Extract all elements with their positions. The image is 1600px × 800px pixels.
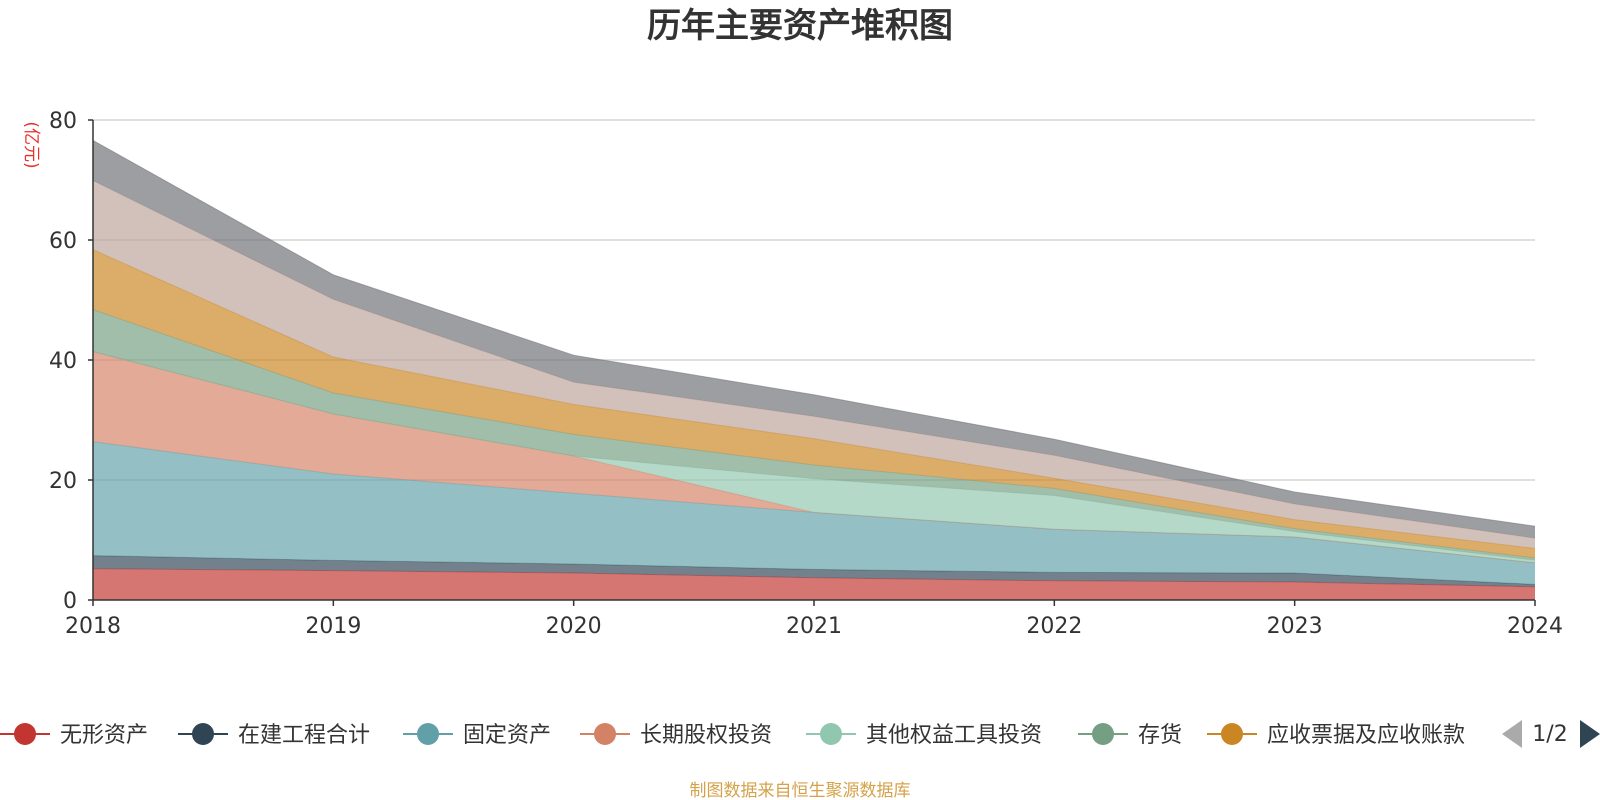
x-tick-label: 2023 <box>1267 614 1323 639</box>
x-tick-label: 2019 <box>305 614 361 639</box>
area-series-3 <box>93 351 1535 563</box>
x-tick-label: 2021 <box>786 614 842 639</box>
y-tick-label: 60 <box>49 229 77 254</box>
area-series-2 <box>93 441 1535 585</box>
x-tick-label: 2022 <box>1026 614 1082 639</box>
legend-label: 应收票据及应收账款 <box>1267 723 1465 748</box>
chart-title: 历年主要资产堆积图 <box>647 6 953 46</box>
legend-item[interactable]: 其他权益工具投资 <box>806 723 1042 748</box>
area-series-1 <box>93 555 1535 587</box>
legend-item[interactable]: 长期股权投资 <box>580 723 772 748</box>
legend-circle-icon <box>417 723 439 745</box>
area-series-7 <box>93 180 1535 549</box>
legend-item[interactable]: 无形资产 <box>0 723 148 748</box>
y-tick-label: 0 <box>63 589 77 614</box>
x-tick-label: 2018 <box>65 614 121 639</box>
axes: 0 20 40 60 80 2018 2019 2020 2021 2022 2023 2024 <box>49 109 1563 639</box>
x-tick-label: 2020 <box>546 614 602 639</box>
y-tick-label: 20 <box>49 469 77 494</box>
legend-circle-icon <box>594 723 616 745</box>
x-tick-label: 2024 <box>1507 614 1563 639</box>
legend: 无形资产 在建工程合计 固定资产 长期股权投资 其他权益工具投资 存货 应收票据及应收账款 <box>0 723 1465 748</box>
legend-item[interactable]: 应收票据及应收账款 <box>1207 723 1465 748</box>
y-tick-label: 40 <box>49 349 77 374</box>
area-series-0 <box>93 568 1535 600</box>
legend-label: 固定资产 <box>463 723 551 748</box>
triangle-right-icon[interactable] <box>1580 720 1600 748</box>
legend-label: 无形资产 <box>60 723 148 748</box>
legend-label: 其他权益工具投资 <box>866 723 1042 748</box>
legend-circle-icon <box>192 723 214 745</box>
data-source-note: 制图数据来自恒生聚源数据库 <box>690 781 911 800</box>
y-axis-unit-label: (亿元) <box>21 121 41 168</box>
legend-circle-icon <box>820 723 842 745</box>
legend-item[interactable]: 在建工程合计 <box>178 723 370 748</box>
legend-item[interactable]: 存货 <box>1078 723 1182 748</box>
legend-circle-icon <box>14 723 36 745</box>
legend-page-indicator: 1/2 <box>1532 722 1567 747</box>
legend-label: 在建工程合计 <box>238 723 370 748</box>
legend-label: 长期股权投资 <box>640 723 772 748</box>
legend-pager: 1/2 <box>1502 720 1600 748</box>
y-tick-label: 80 <box>49 109 77 134</box>
legend-circle-icon <box>1221 723 1243 745</box>
legend-item[interactable]: 固定资产 <box>403 723 551 748</box>
stacked-areas <box>92 139 1536 600</box>
legend-label: 存货 <box>1138 723 1182 748</box>
triangle-left-icon[interactable] <box>1502 720 1522 748</box>
area-series-edge <box>92 139 1536 527</box>
legend-circle-icon <box>1092 723 1114 745</box>
